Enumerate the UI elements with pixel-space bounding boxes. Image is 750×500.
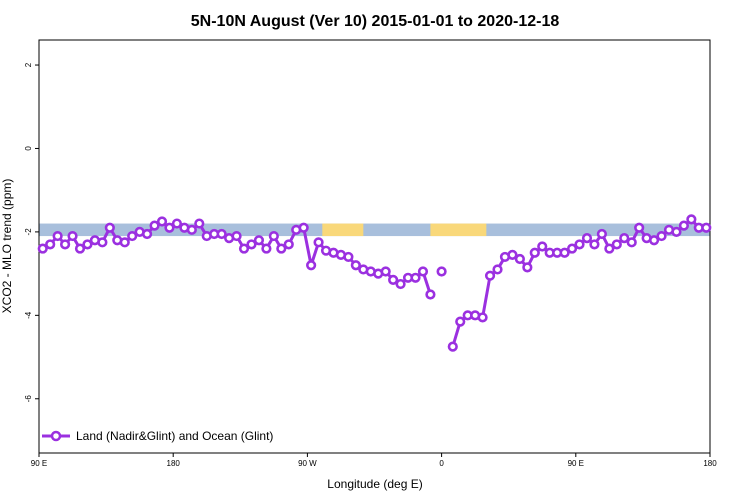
data-point [298, 222, 309, 233]
data-point [216, 228, 227, 240]
y-axis: 2 0 -2 -4 -6 [24, 62, 39, 402]
data-point [343, 251, 354, 263]
x-axis-label: Longitude (deg E) [327, 477, 422, 491]
land-band-1 [430, 223, 487, 237]
data-point [283, 239, 294, 250]
y-tick-label-1: 0 [24, 146, 33, 151]
data-point [604, 243, 615, 254]
y-tick-label-2: -2 [24, 228, 33, 236]
data-point [619, 233, 630, 244]
data-point [238, 243, 250, 254]
data-point [156, 216, 168, 227]
series-line-0-2 [451, 217, 707, 348]
x-tick-label-3: 0 [439, 459, 444, 468]
data-point [566, 243, 578, 254]
data-point [350, 260, 361, 271]
x-tick-label-5: 180 [703, 459, 717, 468]
data-point [313, 237, 324, 248]
data-point [522, 262, 533, 273]
data-point [492, 264, 503, 275]
data-point [686, 214, 697, 225]
data-point [186, 224, 197, 235]
data-point [529, 247, 540, 258]
y-tick-label-0: 2 [24, 62, 33, 67]
data-point [149, 220, 160, 231]
chart-title: 5N-10N August (Ver 10) 2015-01-01 to 202… [191, 13, 560, 30]
data-point [447, 341, 458, 352]
data-point [410, 272, 421, 283]
data-point [261, 243, 272, 254]
data-point [626, 237, 637, 248]
data-point [97, 237, 108, 248]
data-point [194, 218, 205, 229]
data-point [395, 278, 406, 290]
x-tick-label-4: 90 E [568, 459, 584, 468]
data-point [581, 233, 593, 244]
data-point [425, 289, 436, 300]
data-point [52, 230, 63, 242]
series-layer [37, 214, 712, 352]
legend-label: Land (Nadir&Glint) and Ocean (Glint) [76, 429, 273, 443]
data-point [574, 239, 585, 250]
data-point [701, 222, 712, 233]
data-point [253, 235, 265, 246]
data-point [634, 222, 645, 233]
data-point [306, 260, 317, 271]
data-point [142, 228, 153, 240]
data-point [164, 222, 175, 233]
data-point [37, 243, 48, 254]
data-point [67, 230, 78, 242]
y-axis-label: XCO2 - MLO trend (ppm) [0, 179, 14, 314]
data-point [171, 218, 183, 229]
y-tick-label-3: -4 [24, 311, 33, 319]
data-point [104, 222, 115, 233]
legend-marker [50, 430, 62, 442]
data-point [119, 237, 130, 248]
y-tick-label-4: -6 [24, 395, 33, 403]
data-point [671, 226, 682, 237]
data-point [231, 230, 242, 242]
data-point [127, 230, 138, 242]
data-point [559, 247, 570, 258]
data-point [537, 241, 548, 252]
data-point [455, 316, 466, 327]
x-tick-label-0: 90 E [31, 459, 47, 468]
data-point [656, 230, 667, 242]
data-point [59, 239, 71, 250]
data-point [611, 239, 622, 250]
data-point [596, 228, 607, 240]
data-point [276, 243, 287, 254]
data-point [514, 253, 525, 265]
data-point [436, 266, 447, 277]
legend: Land (Nadir&Glint) and Ocean (Glint) [42, 429, 273, 443]
data-point [648, 235, 660, 246]
data-point [82, 239, 93, 250]
x-tick-label-1: 180 [167, 459, 181, 468]
land-band-0 [322, 223, 364, 237]
data-point [246, 239, 257, 250]
x-tick-label-2: 90 W [298, 459, 317, 468]
data-point [477, 312, 488, 323]
data-point [388, 274, 399, 285]
data-point [417, 266, 429, 277]
data-point [589, 239, 600, 250]
data-point [268, 230, 279, 242]
data-point [507, 249, 518, 260]
data-point [484, 270, 496, 281]
data-point [74, 243, 86, 254]
data-point [678, 220, 690, 231]
x-axis: 90 E 180 90 W 0 90 E 180 [31, 453, 717, 468]
data-point [45, 239, 56, 250]
data-point [380, 266, 391, 277]
